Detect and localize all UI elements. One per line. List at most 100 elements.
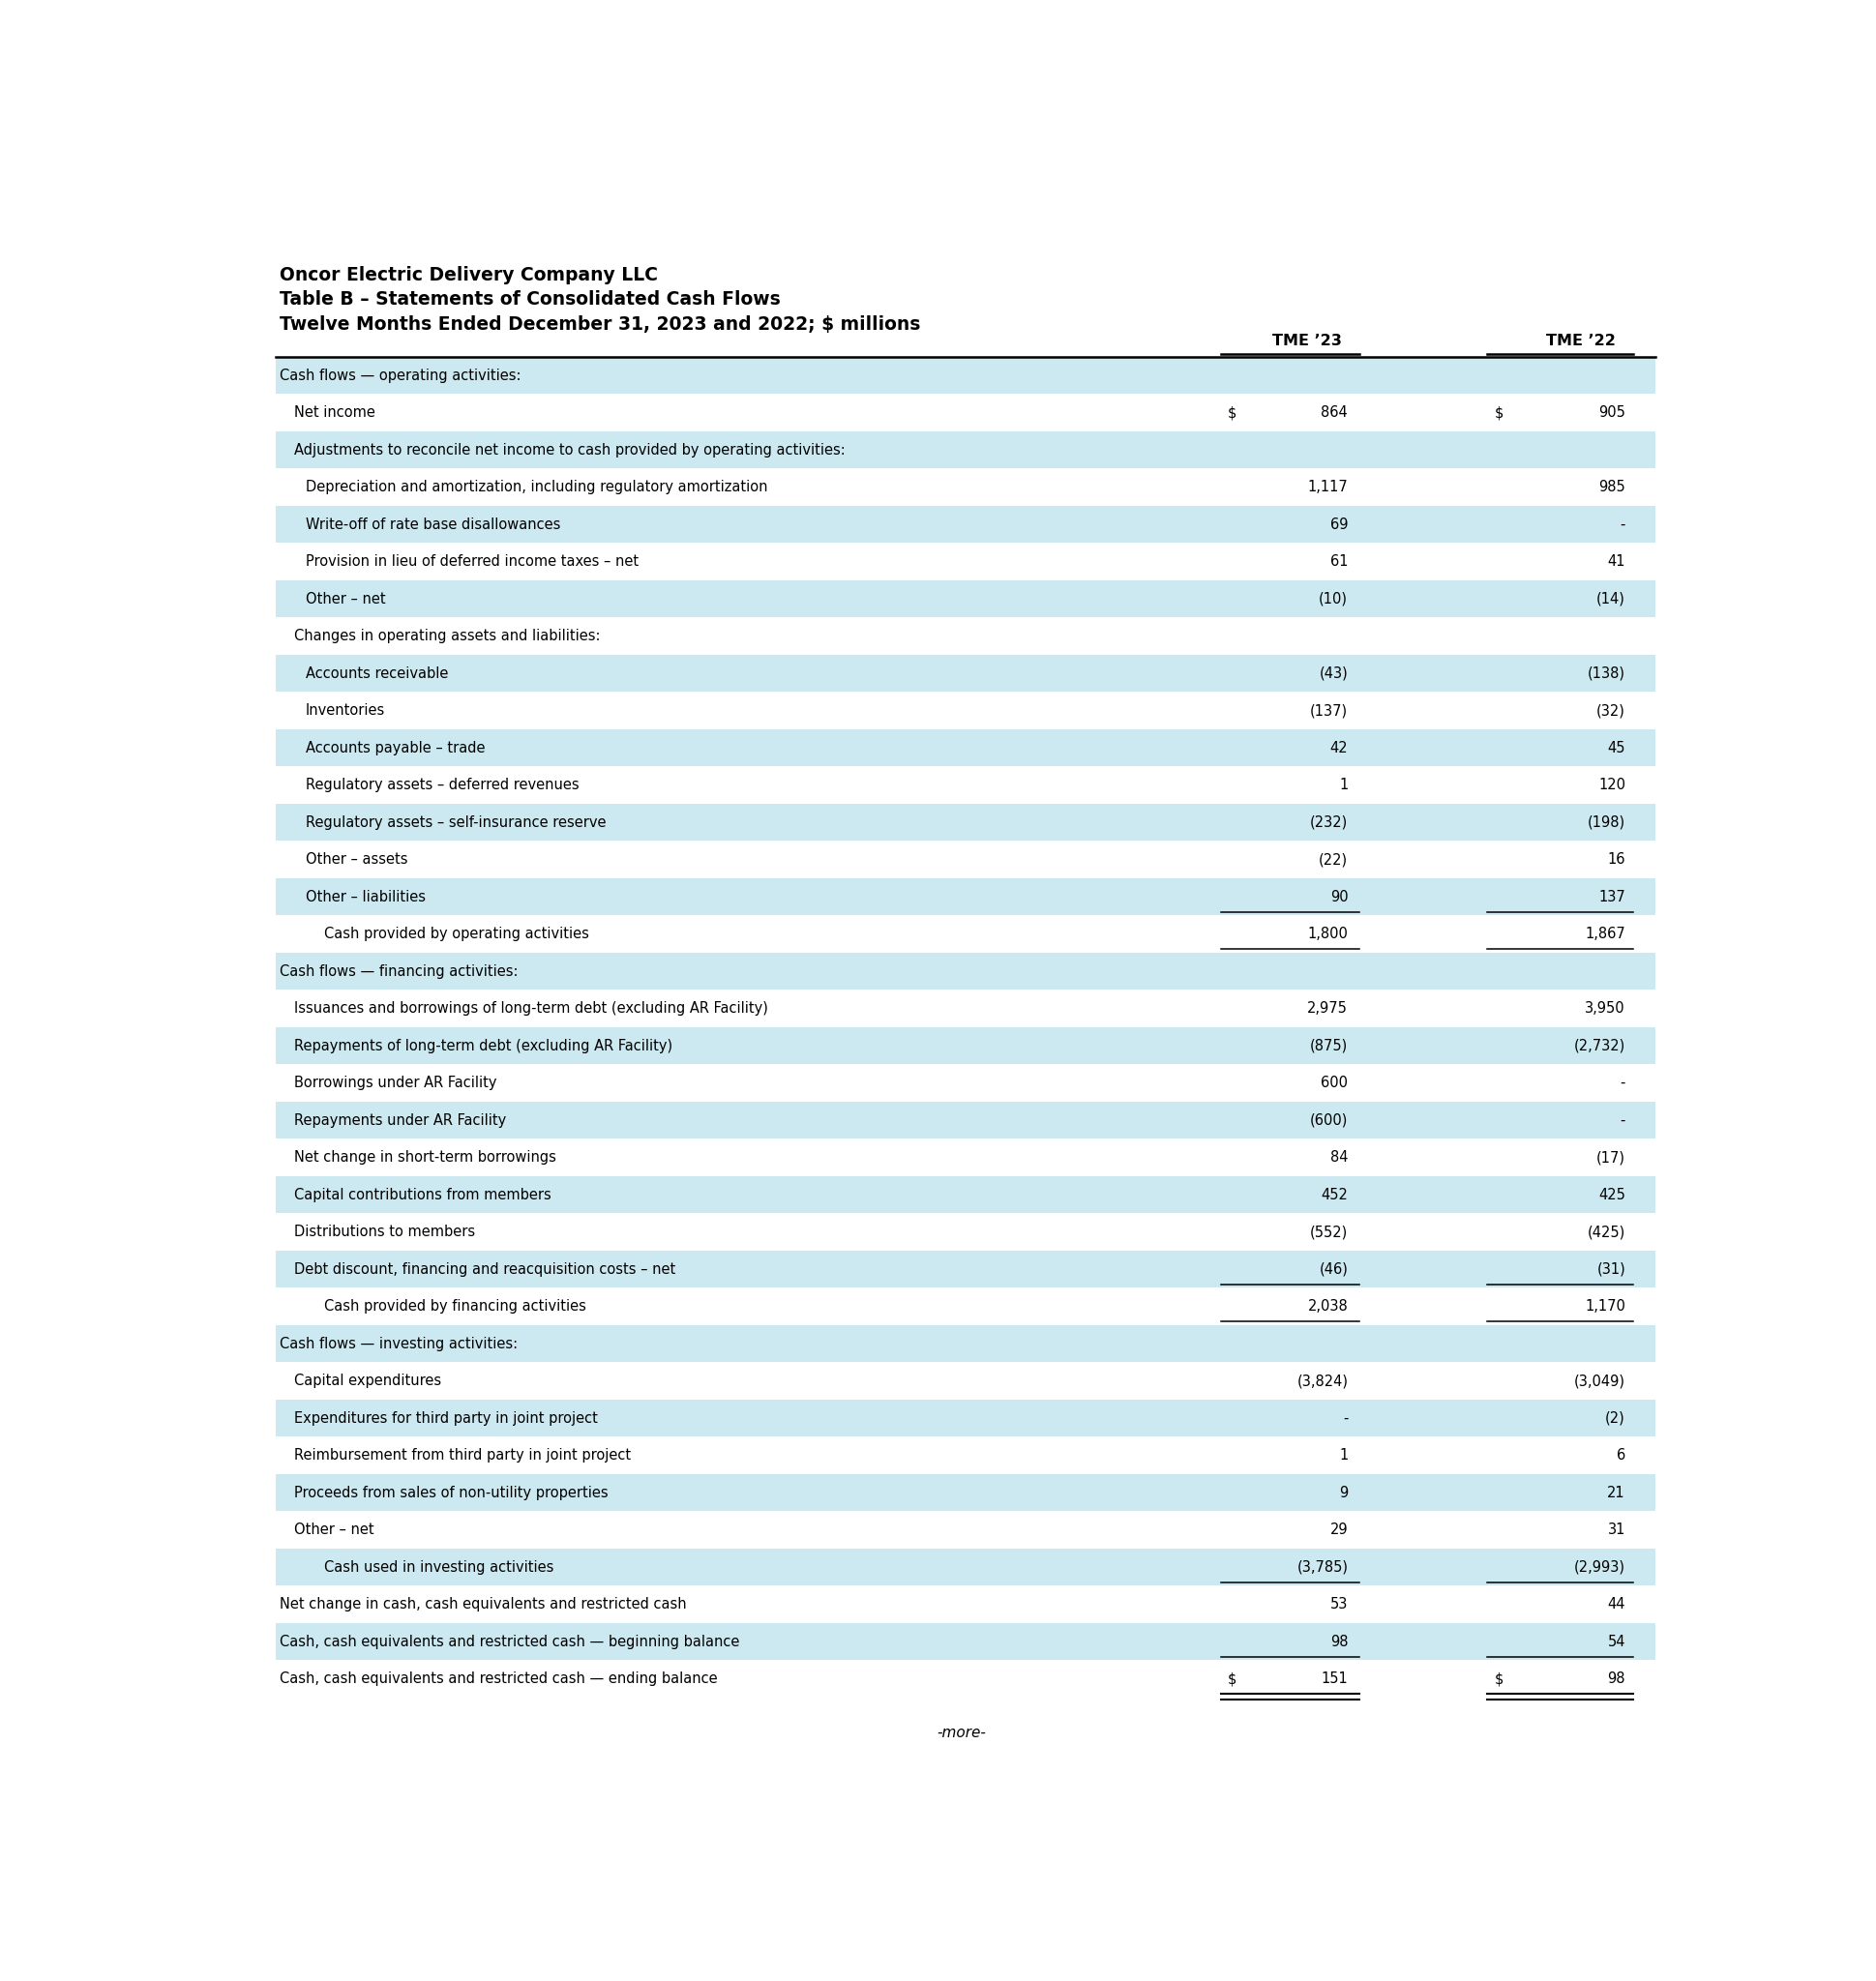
Text: 42: 42 xyxy=(1330,741,1349,755)
Bar xyxy=(276,729,1655,767)
Text: Expenditures for third party in joint project: Expenditures for third party in joint pr… xyxy=(295,1410,598,1426)
Text: 1,170: 1,170 xyxy=(1585,1300,1625,1313)
Text: Other – net: Other – net xyxy=(295,1523,375,1537)
Bar xyxy=(276,1549,1655,1587)
Text: Adjustments to reconcile net income to cash provided by operating activities:: Adjustments to reconcile net income to c… xyxy=(295,442,846,458)
Text: 54: 54 xyxy=(1608,1634,1625,1648)
Text: 16: 16 xyxy=(1608,852,1625,868)
Text: Borrowings under AR Facility: Borrowings under AR Facility xyxy=(295,1076,497,1090)
Bar xyxy=(276,1101,1655,1139)
Text: Table B – Statements of Consolidated Cash Flows: Table B – Statements of Consolidated Cas… xyxy=(280,291,780,309)
Text: (17): (17) xyxy=(1596,1151,1625,1165)
Text: 69: 69 xyxy=(1330,517,1349,531)
Text: Other – net: Other – net xyxy=(306,592,386,606)
Bar xyxy=(276,1325,1655,1363)
Text: 452: 452 xyxy=(1321,1187,1349,1202)
Text: Cash, cash equivalents and restricted cash — beginning balance: Cash, cash equivalents and restricted ca… xyxy=(280,1634,739,1648)
Text: 1,117: 1,117 xyxy=(1308,479,1349,495)
Text: 9: 9 xyxy=(1339,1486,1349,1500)
Text: Write-off of rate base disallowances: Write-off of rate base disallowances xyxy=(306,517,561,531)
Text: 90: 90 xyxy=(1330,889,1349,903)
Text: TME ’23: TME ’23 xyxy=(1272,333,1341,349)
Text: 41: 41 xyxy=(1608,555,1625,569)
Text: (2): (2) xyxy=(1606,1410,1625,1426)
Text: 61: 61 xyxy=(1330,555,1349,569)
Text: $: $ xyxy=(1229,406,1236,420)
Text: Cash provided by operating activities: Cash provided by operating activities xyxy=(325,927,589,941)
Text: Accounts payable – trade: Accounts payable – trade xyxy=(306,741,486,755)
Text: Cash flows — financing activities:: Cash flows — financing activities: xyxy=(280,965,518,979)
Text: Net change in cash, cash equivalents and restricted cash: Net change in cash, cash equivalents and… xyxy=(280,1597,687,1613)
Text: Cash, cash equivalents and restricted cash — ending balance: Cash, cash equivalents and restricted ca… xyxy=(280,1672,717,1686)
Text: (43): (43) xyxy=(1319,666,1349,681)
Text: (2,732): (2,732) xyxy=(1574,1038,1625,1054)
Text: 120: 120 xyxy=(1598,779,1625,792)
Text: Cash flows — operating activities:: Cash flows — operating activities: xyxy=(280,368,522,382)
Text: 905: 905 xyxy=(1598,406,1625,420)
Text: 6: 6 xyxy=(1617,1448,1625,1462)
Text: 2,975: 2,975 xyxy=(1308,1000,1349,1016)
Text: Provision in lieu of deferred income taxes – net: Provision in lieu of deferred income tax… xyxy=(306,555,638,569)
Bar xyxy=(276,432,1655,469)
Text: 53: 53 xyxy=(1330,1597,1349,1613)
Text: Proceeds from sales of non-utility properties: Proceeds from sales of non-utility prope… xyxy=(295,1486,608,1500)
Text: Cash flows — investing activities:: Cash flows — investing activities: xyxy=(280,1337,518,1351)
Text: 425: 425 xyxy=(1598,1187,1625,1202)
Text: Capital expenditures: Capital expenditures xyxy=(295,1373,441,1389)
Bar xyxy=(276,580,1655,618)
Text: $: $ xyxy=(1493,406,1503,420)
Text: 985: 985 xyxy=(1598,479,1625,495)
Text: (875): (875) xyxy=(1309,1038,1349,1054)
Text: 151: 151 xyxy=(1321,1672,1349,1686)
Text: Oncor Electric Delivery Company LLC: Oncor Electric Delivery Company LLC xyxy=(280,265,658,285)
Text: Net income: Net income xyxy=(295,406,375,420)
Bar xyxy=(276,357,1655,394)
Text: (552): (552) xyxy=(1309,1224,1349,1240)
Text: $: $ xyxy=(1229,1672,1236,1686)
Text: 44: 44 xyxy=(1608,1597,1625,1613)
Text: Debt discount, financing and reacquisition costs – net: Debt discount, financing and reacquisiti… xyxy=(295,1262,675,1276)
Text: Issuances and borrowings of long-term debt (excluding AR Facility): Issuances and borrowings of long-term de… xyxy=(295,1000,769,1016)
Text: Cash used in investing activities: Cash used in investing activities xyxy=(325,1559,553,1575)
Text: 29: 29 xyxy=(1330,1523,1349,1537)
Text: Accounts receivable: Accounts receivable xyxy=(306,666,448,681)
Text: (138): (138) xyxy=(1587,666,1625,681)
Text: 1,867: 1,867 xyxy=(1585,927,1625,941)
Text: Depreciation and amortization, including regulatory amortization: Depreciation and amortization, including… xyxy=(306,479,767,495)
Text: (3,785): (3,785) xyxy=(1296,1559,1349,1575)
Text: (600): (600) xyxy=(1309,1113,1349,1127)
Text: Regulatory assets – self-insurance reserve: Regulatory assets – self-insurance reser… xyxy=(306,814,606,830)
Text: Twelve Months Ended December 31, 2023 and 2022; $ millions: Twelve Months Ended December 31, 2023 an… xyxy=(280,315,921,333)
Text: Repayments under AR Facility: Repayments under AR Facility xyxy=(295,1113,507,1127)
Bar xyxy=(276,804,1655,842)
Text: 98: 98 xyxy=(1330,1634,1349,1648)
Text: Net change in short-term borrowings: Net change in short-term borrowings xyxy=(295,1151,557,1165)
Bar xyxy=(276,1177,1655,1214)
Text: 45: 45 xyxy=(1608,741,1625,755)
Text: Inventories: Inventories xyxy=(306,703,385,717)
Text: (198): (198) xyxy=(1587,814,1625,830)
Text: 3,950: 3,950 xyxy=(1585,1000,1625,1016)
Text: 600: 600 xyxy=(1321,1076,1349,1090)
Text: -: - xyxy=(1621,1113,1625,1127)
Text: 31: 31 xyxy=(1608,1523,1625,1537)
Bar xyxy=(276,878,1655,915)
Text: Capital contributions from members: Capital contributions from members xyxy=(295,1187,552,1202)
Text: (22): (22) xyxy=(1319,852,1349,868)
Text: (232): (232) xyxy=(1309,814,1349,830)
Text: (46): (46) xyxy=(1319,1262,1349,1276)
Text: (10): (10) xyxy=(1319,592,1349,606)
Text: 1: 1 xyxy=(1339,1448,1349,1462)
Text: Repayments of long-term debt (excluding AR Facility): Repayments of long-term debt (excluding … xyxy=(295,1038,673,1054)
Bar xyxy=(276,1250,1655,1288)
Text: (3,824): (3,824) xyxy=(1296,1373,1349,1389)
Bar xyxy=(276,656,1655,691)
Text: (137): (137) xyxy=(1309,703,1349,717)
Text: 2,038: 2,038 xyxy=(1308,1300,1349,1313)
Text: Distributions to members: Distributions to members xyxy=(295,1224,475,1240)
Text: Other – liabilities: Other – liabilities xyxy=(306,889,426,903)
Text: -: - xyxy=(1343,1410,1349,1426)
Text: -: - xyxy=(1621,517,1625,531)
Text: (31): (31) xyxy=(1596,1262,1625,1276)
Text: (32): (32) xyxy=(1596,703,1625,717)
